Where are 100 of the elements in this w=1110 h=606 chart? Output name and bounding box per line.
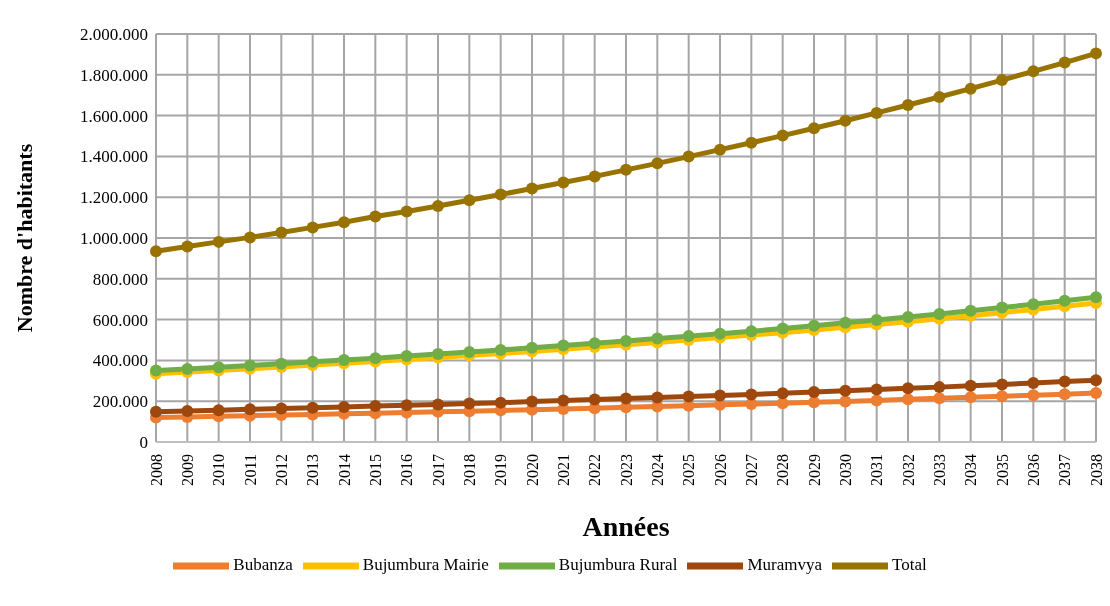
point [1090, 374, 1102, 387]
point [244, 231, 256, 244]
point [1090, 47, 1102, 60]
point [933, 392, 946, 405]
x-tick-label: 2013 [304, 454, 322, 486]
point [996, 74, 1008, 87]
point [996, 390, 1008, 403]
point [964, 82, 977, 95]
point [745, 325, 758, 338]
point [557, 339, 570, 352]
point [682, 150, 695, 163]
x-tick-label: 2020 [523, 454, 541, 486]
point [1027, 389, 1040, 402]
point [1058, 388, 1071, 401]
point [714, 143, 726, 156]
y-axis-title: Nombre d'habitants [11, 143, 37, 333]
point [839, 395, 852, 408]
x-tick-label: 2021 [554, 454, 572, 486]
point [902, 393, 914, 406]
point [338, 353, 350, 366]
legend-label: Bubanza [233, 554, 293, 574]
point [1027, 65, 1040, 78]
point [1090, 387, 1102, 400]
x-tick-label: 2031 [868, 454, 886, 486]
point [150, 245, 162, 258]
point [808, 122, 820, 135]
x-tick-label: 2022 [586, 454, 604, 486]
y-tick-label: 600.000 [92, 310, 148, 330]
point [839, 114, 852, 127]
x-tick-label: 2023 [617, 454, 635, 486]
point [494, 344, 507, 356]
point [526, 182, 538, 195]
point [682, 330, 695, 343]
point [181, 404, 194, 417]
point [651, 332, 664, 345]
point [870, 394, 883, 407]
point [369, 400, 382, 413]
point [839, 384, 852, 397]
x-tick-label: 2025 [680, 454, 698, 486]
x-tick-label: 2026 [711, 454, 729, 486]
x-tick-label: 2030 [836, 454, 854, 486]
y-tick-label: 2.000.000 [80, 25, 148, 45]
point [902, 98, 914, 111]
point [964, 379, 977, 392]
x-tick-label: 2008 [147, 454, 165, 486]
y-tick-label: 400.000 [92, 351, 148, 371]
point [964, 391, 977, 404]
y-tick-label: 800.000 [92, 269, 148, 289]
x-tick-label: 2028 [774, 454, 792, 486]
point [432, 398, 444, 411]
point [776, 322, 789, 335]
x-axis-title: Années [582, 511, 670, 542]
point [306, 401, 319, 414]
point [494, 188, 507, 201]
legend-label: Bujumbura Rural [558, 554, 678, 574]
x-tick-label: 2009 [178, 454, 196, 486]
x-tick-label: 2033 [930, 454, 948, 486]
x-tick-label: 2011 [241, 454, 259, 486]
point [306, 221, 319, 234]
point [338, 400, 350, 413]
point [1058, 56, 1071, 69]
y-tick-label: 1.400.000 [80, 147, 148, 167]
y-tick-label: 0 [139, 433, 148, 453]
point [776, 397, 789, 410]
legend-label: Muramvya [747, 554, 822, 574]
point [244, 403, 256, 416]
point [181, 362, 194, 375]
point [526, 395, 538, 408]
point [620, 163, 632, 176]
point [432, 199, 444, 212]
x-tick-label: 2034 [962, 454, 980, 486]
point [870, 383, 883, 396]
point [933, 91, 946, 104]
point [651, 391, 664, 404]
point [212, 404, 225, 417]
x-tick-label: 2027 [742, 454, 760, 486]
point [808, 319, 820, 332]
point [1027, 377, 1040, 390]
x-tick-label: 2035 [993, 454, 1011, 486]
point [338, 216, 350, 229]
x-tick-label: 2010 [210, 454, 228, 486]
x-tick-label: 2029 [805, 454, 823, 486]
legend-label: Bujumbura Mairie [362, 554, 489, 574]
point [557, 176, 570, 189]
x-tick-label: 2017 [429, 454, 447, 486]
legend-label: Total [891, 554, 927, 574]
y-tick-label: 200.000 [92, 392, 148, 412]
y-tick-label: 1.800.000 [80, 65, 148, 85]
point [400, 399, 413, 412]
point [933, 381, 946, 394]
x-tick-label: 2024 [648, 454, 666, 486]
point [620, 392, 632, 405]
x-tick-label: 2019 [492, 454, 510, 486]
point [870, 314, 883, 327]
x-tick-label: 2036 [1024, 454, 1042, 486]
point [776, 129, 789, 142]
point [933, 307, 946, 320]
point [902, 382, 914, 395]
point [1090, 291, 1102, 304]
y-tick-label: 1.000.000 [80, 229, 148, 249]
